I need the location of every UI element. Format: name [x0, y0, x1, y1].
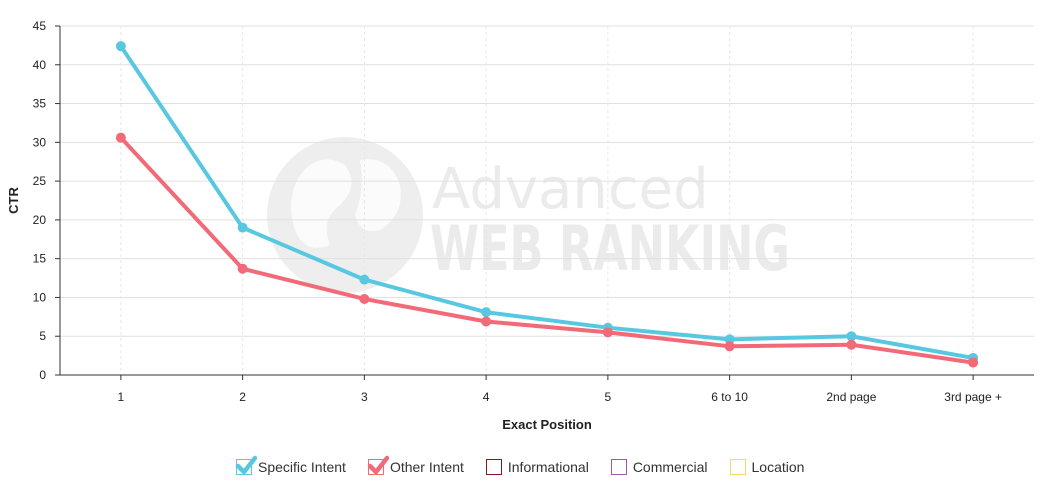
- y-axis-title: CTR: [6, 187, 21, 214]
- checkbox-location[interactable]: [729, 459, 746, 475]
- watermark-line2: WEB RANKING: [430, 212, 790, 285]
- y-tick-label: 10: [33, 290, 47, 304]
- y-tick-label: 45: [33, 19, 47, 33]
- y-tick-label: 20: [33, 213, 47, 227]
- legend-label-location: Location: [751, 459, 805, 475]
- data-point-other-intent[interactable]: [724, 341, 735, 352]
- axes: [59, 26, 1034, 376]
- x-tick-label: 2nd page: [826, 390, 876, 404]
- x-tick-label: 6 to 10: [711, 390, 748, 404]
- x-tick-label: 1: [118, 390, 125, 404]
- legend-label-other-intent: Other Intent: [389, 459, 464, 475]
- x-tick-label: 4: [483, 390, 490, 404]
- series-line-other-intent: [118, 135, 976, 365]
- y-tick-label: 0: [39, 368, 46, 382]
- data-point-other-intent[interactable]: [359, 293, 370, 304]
- checkmark-icon: [235, 455, 257, 475]
- legend-item-location[interactable]: Location: [729, 459, 805, 475]
- data-point-other-intent[interactable]: [237, 263, 248, 274]
- data-point-specific-intent[interactable]: [115, 41, 126, 52]
- y-tick-label: 30: [33, 135, 47, 149]
- checkbox-other-intent[interactable]: [367, 455, 389, 475]
- line-chart: Advanced WEB RANKING 051015202530354045 …: [6, 19, 1034, 432]
- data-point-specific-intent[interactable]: [724, 334, 735, 345]
- series-line-specific-intent: [118, 44, 976, 360]
- legend: Specific Intent Other Intent Information…: [235, 455, 826, 478]
- data-point-other-intent[interactable]: [846, 339, 857, 350]
- checkmark-icon: [367, 455, 389, 475]
- data-point-specific-intent[interactable]: [846, 331, 857, 342]
- y-tick-label: 35: [33, 97, 47, 111]
- series-group: [115, 41, 979, 368]
- legend-label-informational: Informational: [507, 459, 589, 475]
- y-tick-label: 5: [39, 329, 46, 343]
- y-tick-label: 25: [33, 174, 47, 188]
- y-tick-label: 40: [33, 58, 47, 72]
- checkbox-commercial[interactable]: [610, 459, 627, 475]
- grid: [60, 25, 1034, 375]
- x-axis-ticks: 1 2 3 4 5 6 to 10 2nd page 3rd page +: [118, 375, 1002, 404]
- legend-item-commercial[interactable]: Commercial: [610, 459, 708, 475]
- checkbox-informational[interactable]: [485, 459, 502, 475]
- data-point-other-intent[interactable]: [115, 132, 126, 143]
- legend-label-specific-intent: Specific Intent: [258, 459, 346, 475]
- data-point-specific-intent[interactable]: [359, 274, 370, 285]
- legend-label-commercial: Commercial: [632, 459, 708, 475]
- x-tick-label: 2: [239, 390, 246, 404]
- data-point-other-intent[interactable]: [968, 357, 979, 368]
- watermark-line1: Advanced: [432, 157, 709, 222]
- y-tick-label: 15: [33, 252, 47, 266]
- x-axis-title: Exact Position: [502, 417, 592, 432]
- legend-item-informational[interactable]: Informational: [485, 459, 589, 475]
- legend-item-specific-intent[interactable]: Specific Intent: [235, 455, 346, 475]
- x-tick-label: 3: [361, 390, 368, 404]
- data-point-other-intent[interactable]: [602, 327, 613, 338]
- data-point-other-intent[interactable]: [481, 316, 492, 327]
- data-point-specific-intent[interactable]: [481, 307, 492, 318]
- checkbox-specific-intent[interactable]: [235, 455, 257, 475]
- y-axis-ticks: 0 5 10 15 20 25 30 35 40 45: [33, 19, 60, 382]
- legend-item-other-intent[interactable]: Other Intent: [367, 455, 464, 475]
- x-tick-label: 5: [605, 390, 612, 404]
- data-point-specific-intent[interactable]: [237, 222, 248, 233]
- x-tick-label: 3rd page +: [944, 390, 1002, 404]
